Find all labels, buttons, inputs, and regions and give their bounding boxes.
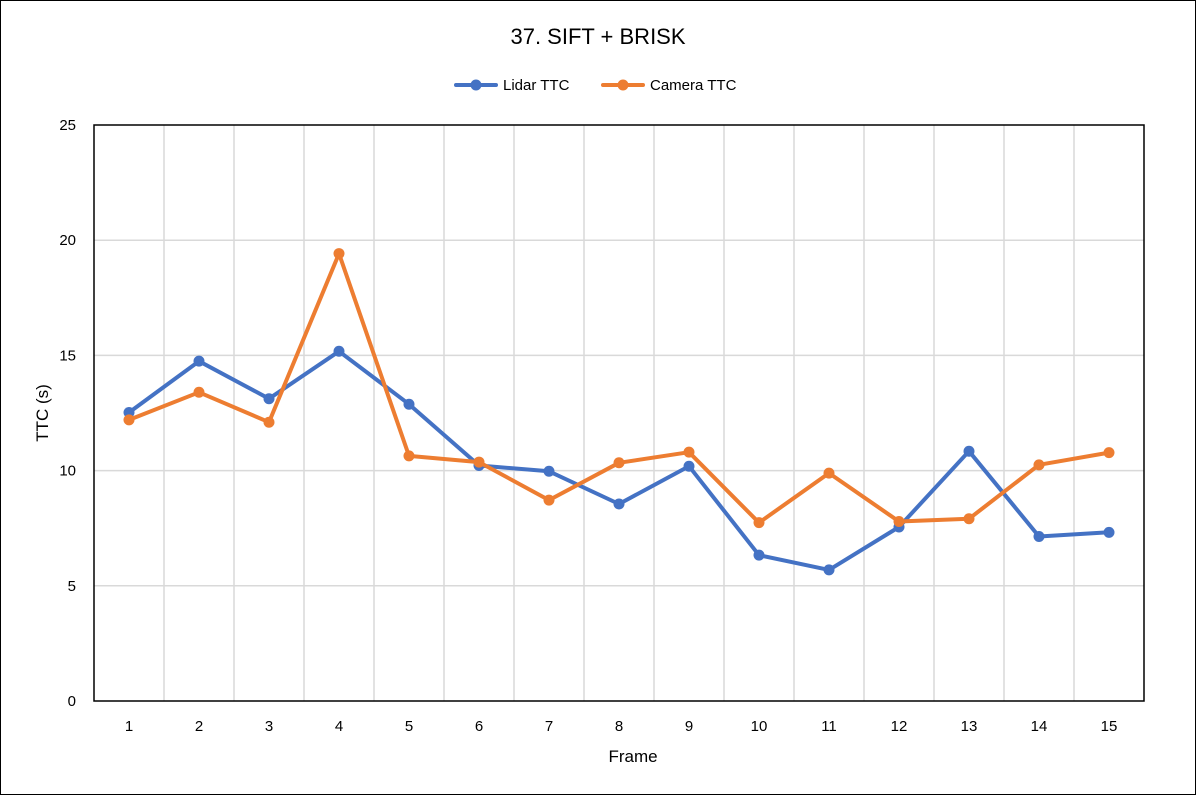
x-tick-label: 15 [1101, 718, 1118, 735]
data-point [543, 494, 555, 506]
data-point [193, 386, 205, 398]
y-axis-title: TTC (s) [33, 384, 52, 442]
x-axis-ticks: 1 2 3 4 5 6 7 8 9 10 11 12 13 14 15 [125, 718, 1118, 735]
series-line [127, 251, 1111, 525]
legend: Lidar TTC Camera TTC [454, 77, 737, 94]
legend-swatch-marker [470, 79, 482, 91]
x-tick-label: 3 [265, 718, 273, 735]
data-point [333, 248, 345, 260]
data-point [1103, 447, 1115, 459]
gridlines [94, 125, 1144, 701]
legend-item: Camera TTC [601, 77, 737, 94]
data-point [1033, 459, 1045, 471]
y-tick-label: 20 [59, 232, 76, 249]
legend-label: Lidar TTC [503, 77, 570, 94]
y-tick-label: 5 [68, 578, 76, 595]
x-tick-label: 2 [195, 718, 203, 735]
series-layer [123, 248, 1115, 576]
data-point [1033, 530, 1045, 542]
data-point [823, 467, 835, 479]
data-point [333, 345, 345, 357]
data-point [123, 414, 135, 426]
data-point [613, 498, 625, 510]
series-0 [123, 345, 1115, 576]
data-point [753, 549, 765, 561]
x-tick-label: 9 [685, 718, 693, 735]
x-tick-label: 13 [961, 718, 978, 735]
y-tick-label: 25 [59, 117, 76, 134]
data-point [963, 445, 975, 457]
chart-title: 37. SIFT + BRISK [510, 24, 685, 49]
legend-swatch-marker [617, 79, 629, 91]
x-tick-label: 7 [545, 718, 553, 735]
data-point [403, 398, 415, 410]
y-axis-ticks: 0 5 10 15 20 25 [59, 117, 76, 710]
data-point [193, 355, 205, 367]
data-point [613, 457, 625, 469]
x-tick-label: 4 [335, 718, 343, 735]
plot-area-border [93, 124, 1145, 702]
data-point [473, 456, 485, 468]
x-tick-label: 12 [891, 718, 908, 735]
legend-item: Lidar TTC [454, 77, 570, 94]
data-point [823, 564, 835, 576]
x-tick-label: 10 [751, 718, 768, 735]
x-tick-label: 5 [405, 718, 413, 735]
x-axis-title: Frame [608, 747, 657, 766]
x-tick-label: 1 [125, 718, 133, 735]
series-1 [123, 248, 1115, 529]
data-point [543, 465, 555, 477]
data-point [263, 393, 275, 405]
data-point [683, 460, 695, 472]
data-point [753, 517, 765, 529]
data-point [263, 416, 275, 428]
data-point [963, 513, 975, 525]
y-tick-label: 10 [59, 463, 76, 480]
y-tick-label: 15 [59, 347, 76, 364]
data-point [1103, 526, 1115, 538]
data-point [683, 446, 695, 458]
y-tick-label: 0 [68, 693, 76, 710]
x-tick-label: 11 [821, 718, 837, 735]
x-tick-label: 6 [475, 718, 483, 735]
x-tick-label: 14 [1031, 718, 1048, 735]
data-point [893, 516, 905, 528]
legend-label: Camera TTC [650, 77, 737, 94]
x-tick-label: 8 [615, 718, 623, 735]
data-point [403, 450, 415, 462]
